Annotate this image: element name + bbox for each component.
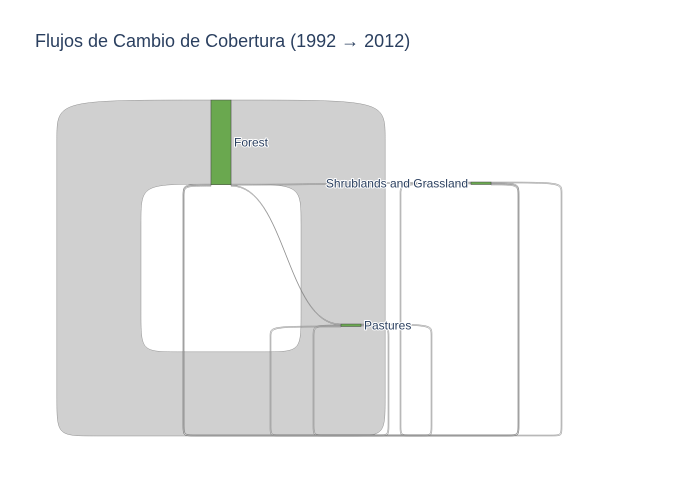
sankey-node-shrub [470, 181, 492, 185]
sankey-node-pastures [340, 323, 362, 327]
sankey-link-shrub-to-shrub [399, 181, 563, 437]
sankey-node-forest [210, 99, 232, 185]
labels-layer: Forest Shrublands and Grassland Pastures [233, 134, 469, 333]
links-layer [56, 99, 563, 437]
nodes-layer [210, 99, 492, 327]
sankey-node-label-shrub: Shrublands and Grassland [326, 176, 468, 190]
chart-title: Flujos de Cambio de Cobertura (1992 → 20… [35, 31, 411, 51]
sankey-node-label-pastures: Pastures [364, 318, 411, 332]
sankey-link-pastures-to-forest [182, 184, 390, 437]
sankey-node-label-forest: Forest [234, 135, 269, 149]
